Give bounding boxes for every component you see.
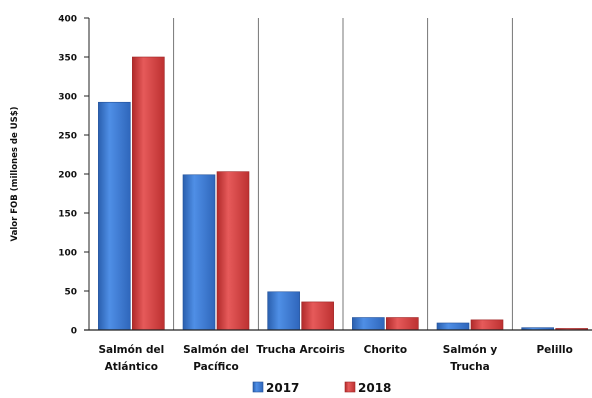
- x-category-label: Pelillo: [536, 344, 572, 356]
- legend-label-2018: 2018: [358, 381, 391, 395]
- x-category-label: Salmón del: [183, 344, 249, 356]
- y-tick-label: 300: [58, 93, 77, 103]
- x-category-label: Chorito: [364, 344, 407, 356]
- y-tick-label: 0: [71, 327, 77, 337]
- y-tick-label: 400: [58, 15, 77, 25]
- bar-2018: [470, 319, 504, 331]
- bar-2018: [386, 317, 419, 331]
- bar-2018: [132, 56, 165, 331]
- y-tick-label: 50: [64, 288, 77, 298]
- bar-2017: [352, 317, 385, 331]
- bar-2018: [216, 171, 250, 331]
- legend-swatch-2017: [252, 381, 264, 393]
- y-axis-title: Valor FOB (millones de US$): [10, 106, 20, 241]
- bar-2017: [436, 322, 470, 331]
- bar-2018: [301, 301, 334, 331]
- x-category-label: Atlántico: [105, 361, 158, 373]
- x-category-label: Salmón y: [443, 344, 498, 356]
- y-tick-label: 200: [58, 171, 77, 181]
- y-tick-label: 350: [58, 54, 77, 64]
- y-tick-label: 250: [58, 132, 77, 142]
- legend-swatch-2018: [344, 381, 356, 393]
- bar-2017: [182, 174, 216, 331]
- x-category-label: Trucha: [450, 361, 489, 373]
- y-tick-label: 150: [58, 210, 77, 220]
- x-category-label: Salmón del: [98, 344, 164, 356]
- x-category-label: Pacífico: [193, 361, 239, 373]
- y-tick-label: 100: [58, 249, 77, 259]
- bar-2017: [267, 291, 300, 331]
- bar-2017: [98, 101, 131, 331]
- x-category-label: Trucha Arcoiris: [256, 344, 344, 356]
- legend-label-2017: 2017: [266, 381, 299, 395]
